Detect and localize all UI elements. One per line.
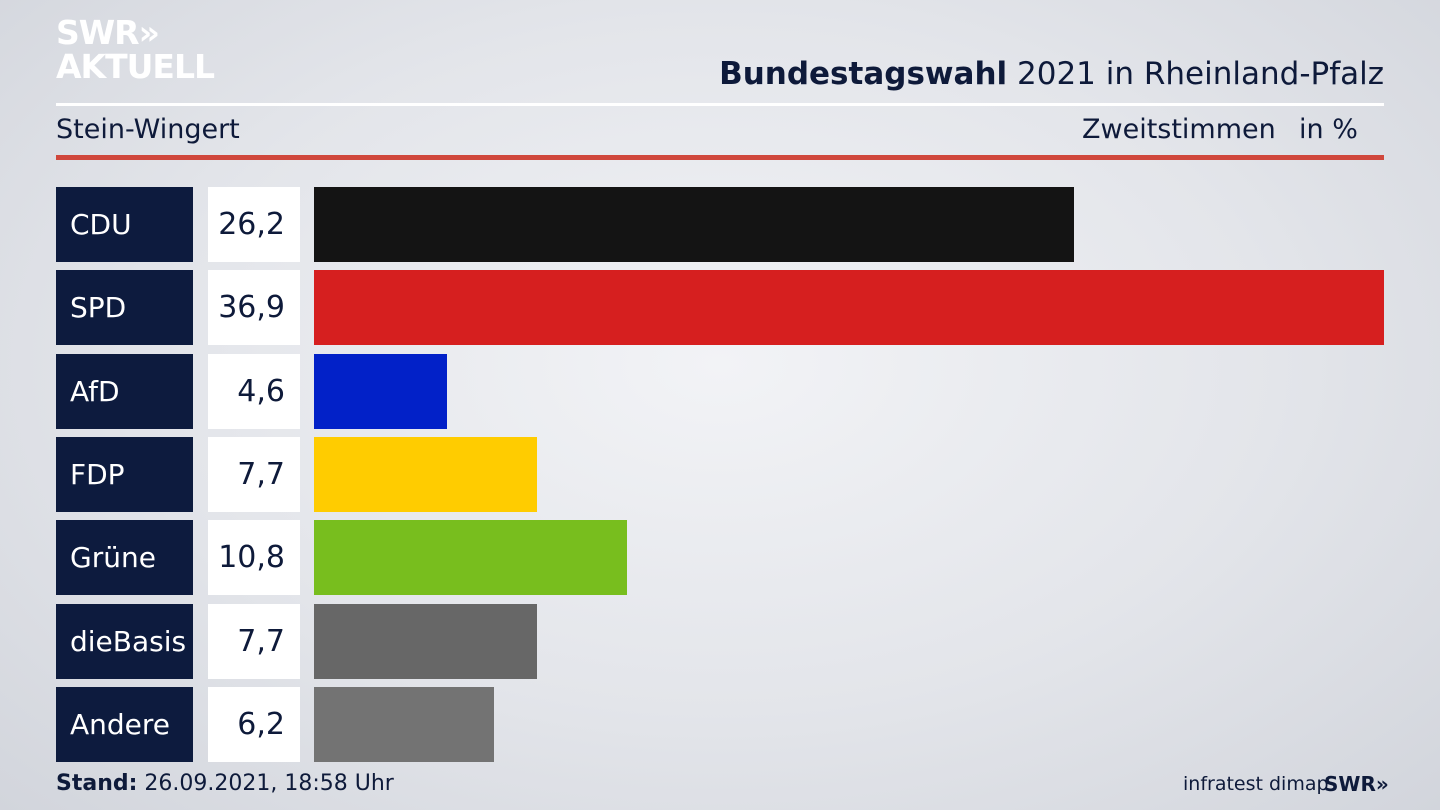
chart-title: Bundestagswahl 2021 in Rheinland-Pfalz [719, 56, 1384, 92]
region-label: Stein-Wingert [56, 114, 240, 145]
bar-row: SPD 36,9 [56, 270, 1384, 345]
party-label: FDP [56, 437, 193, 512]
header-divider [56, 103, 1384, 106]
metric-label: Zweitstimmen [1082, 114, 1276, 145]
party-label: CDU [56, 187, 193, 262]
timestamp: Stand: 26.09.2021, 18:58 Uhr [56, 771, 394, 796]
bar-row: Grüne 10,8 [56, 520, 1384, 595]
bar-row: CDU 26,2 [56, 187, 1384, 262]
logo-line-2: AKTUELL [56, 47, 215, 86]
source-credit: infratest dimap [1183, 773, 1329, 795]
bar [314, 354, 447, 429]
party-label: SPD [56, 270, 193, 345]
bar-row: AfD 4,6 [56, 354, 1384, 429]
swr-aktuell-logo: SWR» AKTUELL [56, 13, 215, 86]
value-label: 36,9 [208, 270, 300, 345]
bar-row: Andere 6,2 [56, 687, 1384, 762]
bar-row: dieBasis 7,7 [56, 604, 1384, 679]
party-label: Andere [56, 687, 193, 762]
party-label: AfD [56, 354, 193, 429]
stand-value: 26.09.2021, 18:58 Uhr [137, 771, 394, 796]
value-label: 10,8 [208, 520, 300, 595]
title-bold: Bundestagswahl [719, 56, 1008, 92]
bar-row: FDP 7,7 [56, 437, 1384, 512]
value-label: 26,2 [208, 187, 300, 262]
value-label: 7,7 [208, 437, 300, 512]
bar [314, 687, 494, 762]
bar [314, 520, 627, 595]
logo-line-1: SWR» [56, 13, 160, 52]
swr-footer-logo: SWR» [1324, 772, 1389, 796]
bar [314, 604, 537, 679]
party-label: dieBasis [56, 604, 193, 679]
unit-label: in % [1299, 114, 1358, 145]
bar [314, 437, 537, 512]
value-label: 4,6 [208, 354, 300, 429]
value-label: 6,2 [208, 687, 300, 762]
stand-label: Stand: [56, 771, 138, 796]
bar [314, 187, 1074, 262]
bar [314, 270, 1384, 345]
party-label: Grüne [56, 520, 193, 595]
value-label: 7,7 [208, 604, 300, 679]
accent-divider [56, 155, 1384, 160]
title-rest: 2021 in Rheinland-Pfalz [1007, 56, 1384, 92]
